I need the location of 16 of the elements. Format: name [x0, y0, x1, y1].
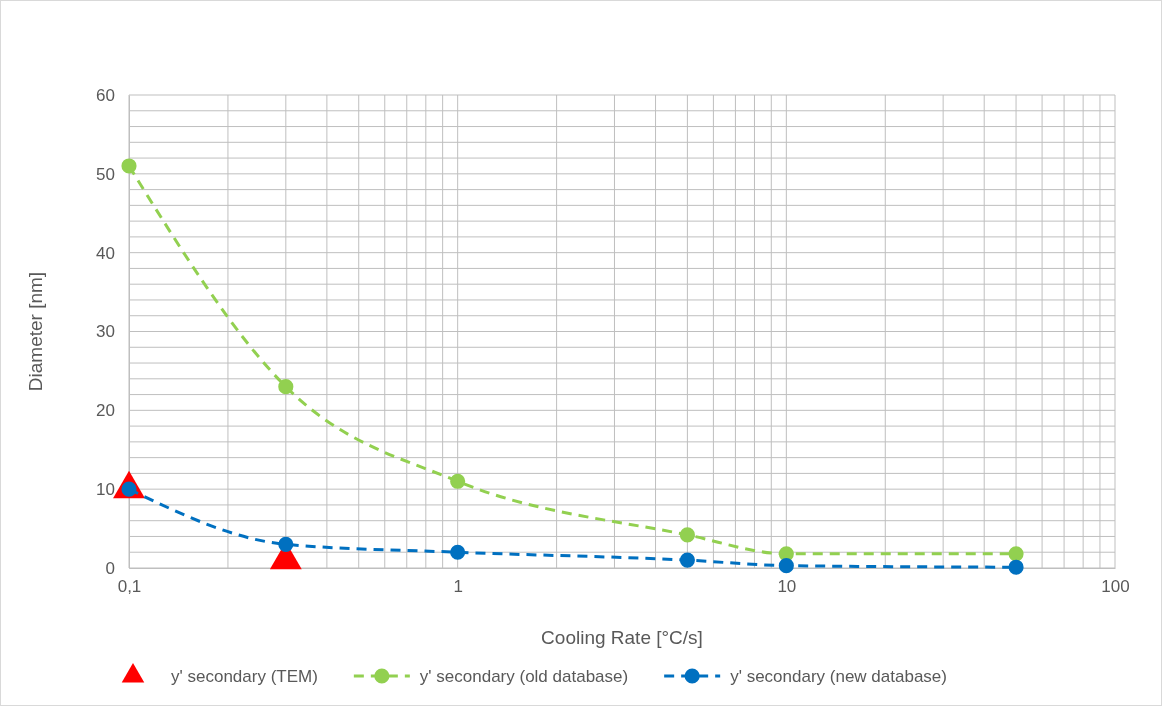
x-axis-title: Cooling Rate [°C/s]	[541, 627, 703, 648]
legend-label: y' secondary (TEM)	[171, 667, 318, 686]
y-axis-title: Diameter [nm]	[25, 271, 46, 392]
y-tick-label: 60	[96, 85, 115, 105]
y-tick-label: 10	[96, 480, 115, 500]
y-tick-label: 50	[96, 164, 115, 184]
y-tick-label: 20	[96, 401, 115, 421]
x-tick-label: 1	[453, 577, 463, 597]
x-tick-label: 0,1	[117, 577, 142, 597]
x-tick-label: 10	[777, 577, 797, 597]
y-tick-label: 0	[105, 558, 115, 578]
y-tick-label: 40	[96, 243, 115, 263]
legend-label: y' secondary (old database)	[419, 667, 629, 686]
y-tick-label: 30	[96, 322, 115, 342]
legend-label: y' secondary (new database)	[730, 667, 947, 686]
x-tick-label: 100	[1101, 577, 1130, 597]
